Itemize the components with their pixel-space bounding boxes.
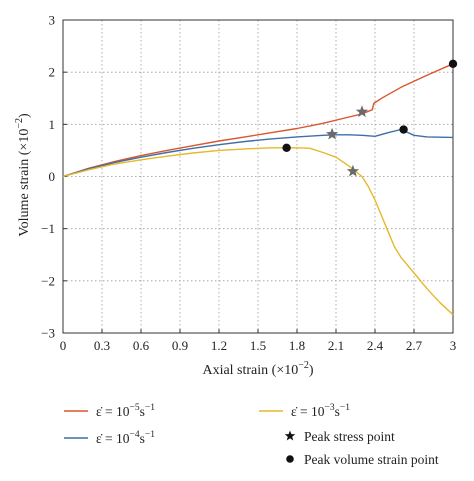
legend-marker-label: Peak volume strain point (304, 452, 439, 467)
series-line-1 (62, 63, 454, 178)
y-tick-label: −3 (41, 326, 55, 341)
legend: ε̇ = 10−5s−1 ε̇ = 10−4s−1 ε̇ = 10−3s−1 Peak… (64, 403, 439, 467)
peak-volume-dot (399, 125, 408, 134)
grid-lines (63, 20, 453, 333)
peak-volume-dot (282, 143, 291, 153)
y-tick-label: 0 (49, 169, 56, 184)
series-line-2 (62, 128, 454, 178)
legend-label-3: ε̇ = 10−3s−1 (291, 403, 350, 419)
marker-layer (282, 59, 458, 177)
peak-stress-star (355, 105, 369, 118)
x-tick-label: 2.7 (406, 338, 423, 353)
peak-stress-star (346, 164, 360, 177)
legend-label-2: ε̇ = 10−4s−1 (96, 430, 155, 446)
legend-star-marker (284, 430, 296, 441)
series-layer (62, 63, 454, 316)
peak-stress-star (325, 127, 339, 140)
y-tick-label: −1 (41, 221, 55, 236)
x-tick-label: 1.8 (289, 338, 305, 353)
legend-label-1: ε̇ = 10−5s−1 (96, 403, 155, 419)
x-tick-label: 1.2 (211, 338, 227, 353)
series-line-3 (62, 147, 454, 316)
y-axis-title: Volume strain (×10−2) (14, 113, 32, 237)
y-tick-label: −2 (41, 273, 55, 288)
x-axis-title: Axial strain (×10−2) (202, 360, 313, 378)
y-tick-label: 1 (49, 117, 56, 132)
x-tick-label: 2.1 (328, 338, 344, 353)
x-tick-label: 0 (60, 338, 67, 353)
x-tick-label: 0.3 (94, 338, 110, 353)
x-tick-label: 2.4 (367, 338, 384, 353)
x-tick-label: 3 (450, 338, 457, 353)
x-tick-label: 0.6 (133, 338, 150, 353)
x-tick-label: 0.9 (172, 338, 188, 353)
axes: 0 0.3 0.6 0.9 1.2 1.5 1.8 2.1 2.4 2.7 3 −3 −2 −1 0 1 2 3 (41, 13, 456, 354)
peak-volume-dot (448, 59, 458, 69)
legend-dot-marker (286, 455, 294, 463)
legend-marker-label: Peak stress point (304, 429, 395, 444)
y-tick-label: 2 (49, 65, 56, 80)
x-tick-label: 1.5 (250, 338, 266, 353)
y-tick-label: 3 (49, 13, 56, 28)
